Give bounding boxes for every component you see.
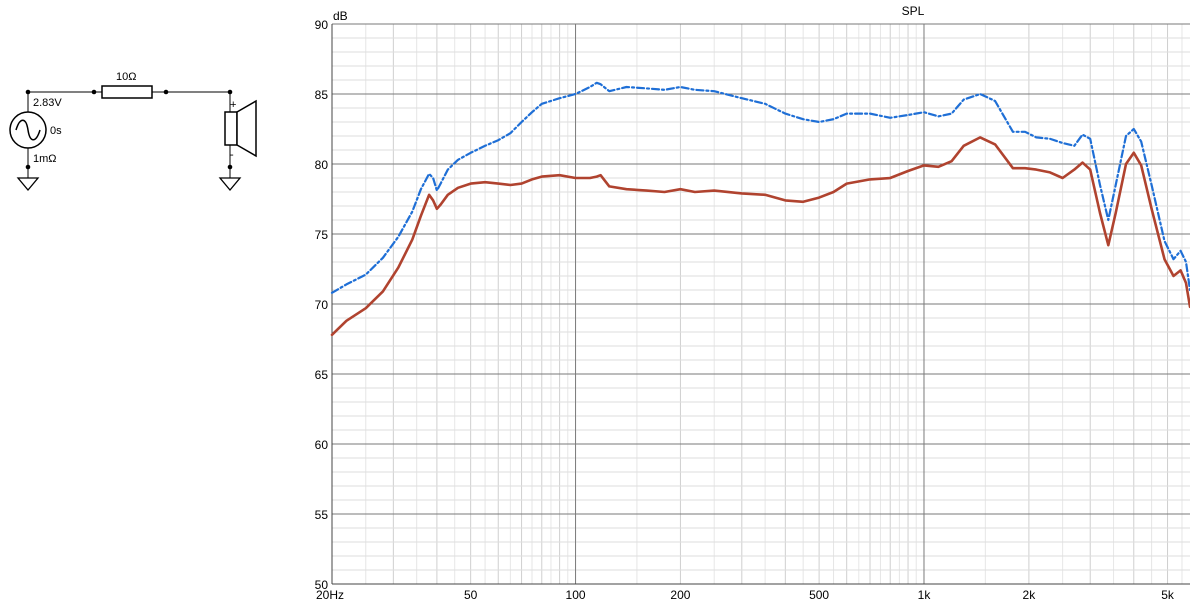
y-tick-label: 55	[315, 508, 329, 522]
speaker-minus-label: -	[230, 149, 234, 161]
y-tick-label: 60	[315, 438, 329, 452]
resistor-label: 10Ω	[116, 71, 136, 83]
y-tick-label: 85	[315, 88, 329, 102]
speaker-icon[interactable]	[224, 99, 257, 158]
series-line-1	[330, 81, 1190, 294]
source-resistance-label: 1mΩ	[33, 153, 57, 165]
speaker-plus-label: +	[230, 99, 236, 111]
x-tick-label: 2k	[1023, 588, 1037, 602]
y-tick-label: 75	[315, 228, 329, 242]
x-tick-label: 5k	[1161, 588, 1175, 602]
series-line-2	[330, 136, 1190, 337]
source-voltage-label: 2.83V	[33, 97, 62, 109]
voltage-source[interactable]	[9, 111, 47, 149]
y-tick-label: 65	[315, 368, 329, 382]
x-tick-label: 100	[566, 588, 586, 602]
y-axis-label: dB	[333, 9, 348, 23]
chart-title: SPL	[902, 4, 925, 18]
y-tick-label: 90	[315, 18, 329, 32]
y-tick-label: 50	[315, 578, 329, 592]
major-gridlines	[332, 23, 1190, 585]
x-tick-label: 20Hz	[316, 588, 344, 602]
resistor[interactable]	[101, 85, 153, 99]
series-layer	[330, 81, 1190, 337]
axes	[331, 24, 1190, 585]
x-tick-label: 200	[670, 588, 690, 602]
ground-icon	[16, 177, 40, 192]
x-tick-label: 1k	[918, 588, 932, 602]
x-tick-label: 50	[464, 588, 478, 602]
x-tick-label: 500	[809, 588, 829, 602]
y-tick-label: 70	[315, 298, 329, 312]
y-tick-label: 80	[315, 158, 329, 172]
source-delay-label: 0s	[50, 125, 62, 137]
circuit-schematic: 10Ω 2.83V 0s 1mΩ + -	[9, 71, 257, 192]
ground-icon	[218, 177, 242, 192]
